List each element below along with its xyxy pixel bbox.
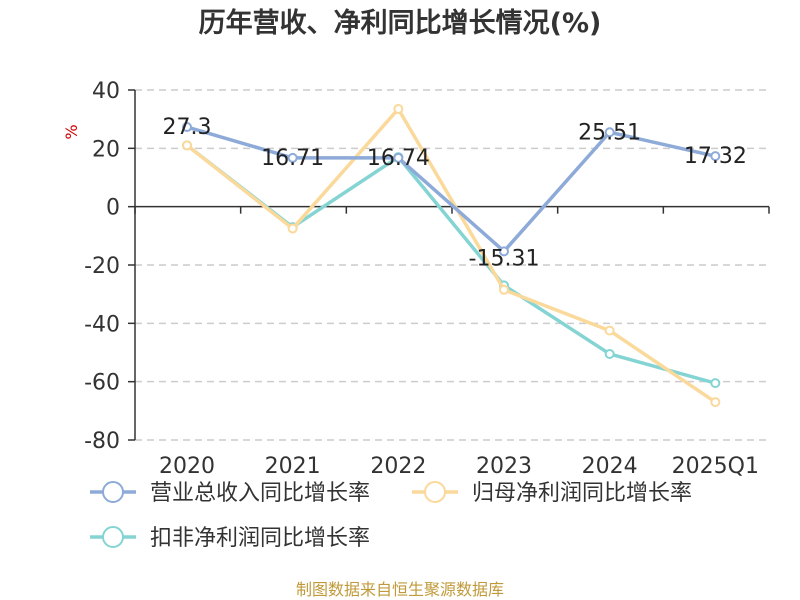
legend-label: 归母净利润同比增长率 (472, 481, 692, 506)
data-point (604, 348, 615, 359)
data-label: 16.74 (367, 146, 430, 171)
data-label: -15.31 (469, 246, 540, 271)
legend-label: 营业总收入同比增长率 (150, 481, 370, 506)
legend-item[interactable]: 扣非净利润同比增长率 (90, 526, 370, 551)
legend-label: 扣非净利润同比增长率 (150, 526, 370, 551)
grid-lines (135, 89, 769, 441)
legend-marker (102, 481, 124, 503)
data-point (182, 122, 192, 133)
x-tick-label: 2024 (582, 454, 638, 479)
chart-title: 历年营收、净利同比增长情况(%) (199, 7, 602, 39)
data-point (604, 325, 615, 336)
x-tick-label: 2020 (159, 454, 215, 479)
y-tick-labels: 40 20 0 -20 -40 -60 -80 (84, 79, 120, 454)
data-point (499, 284, 509, 295)
series-lines (182, 103, 721, 408)
data-point (287, 152, 298, 163)
x-tick-label: 2025Q1 (672, 454, 759, 479)
x-tick-label: 2022 (370, 454, 426, 479)
x-tick-label: 2023 (476, 454, 532, 479)
series-line (185, 107, 717, 404)
data-labels: 27.3 16.71 16.74 -15.31 25.51 17.32 (163, 115, 747, 271)
data-label: 16.71 (261, 146, 324, 171)
series-group (182, 122, 721, 257)
series-group (182, 103, 721, 408)
data-point (604, 127, 615, 138)
legend-item[interactable]: 归母净利润同比增长率 (412, 481, 692, 506)
data-point (393, 103, 404, 114)
y-tick-label: -60 (84, 371, 120, 396)
x-tick-label: 2021 (265, 454, 321, 479)
y-tick-label: -40 (84, 312, 120, 337)
y-tick-label: 20 (92, 137, 120, 162)
legend-item[interactable]: 营业总收入同比增长率 (90, 481, 370, 506)
legend-marker (102, 526, 124, 548)
y-axis-unit: % (62, 124, 81, 139)
data-point (710, 151, 721, 162)
data-point (710, 397, 721, 408)
y-tick-label: -80 (84, 429, 120, 454)
series-line (186, 125, 716, 254)
data-point (710, 378, 721, 389)
data-label: 25.51 (578, 120, 641, 145)
y-tick-label: 40 (92, 79, 120, 104)
data-point (287, 223, 298, 234)
data-point (499, 246, 509, 257)
x-tick-labels: 2020 2021 2022 2023 2024 2025Q1 (159, 454, 759, 479)
data-point (393, 152, 404, 163)
data-label: 27.3 (163, 115, 212, 140)
y-tick-label: 0 (106, 196, 120, 221)
y-tick-label: -20 (84, 254, 120, 279)
data-point (182, 140, 192, 151)
source-note: 制图数据来自恒生聚源数据库 (296, 580, 504, 599)
data-label: 17.32 (684, 144, 747, 169)
legend-marker (424, 481, 446, 503)
